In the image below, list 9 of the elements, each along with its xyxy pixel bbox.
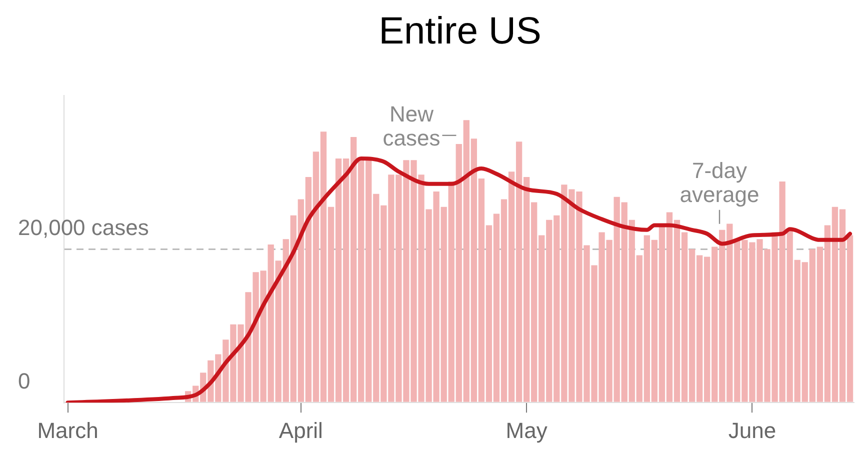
y-tick-label: 20,000 cases [18,215,149,240]
x-tick-label: March [37,418,98,443]
x-tick-label: May [506,418,548,443]
annotation: New cases [382,101,440,150]
y-tick-label: 0 [18,368,30,394]
chart-title: Entire US [378,10,542,52]
x-tick-label: June [728,418,776,443]
x-tick-label: April [278,418,323,443]
annotation: 7-day average [680,158,760,207]
